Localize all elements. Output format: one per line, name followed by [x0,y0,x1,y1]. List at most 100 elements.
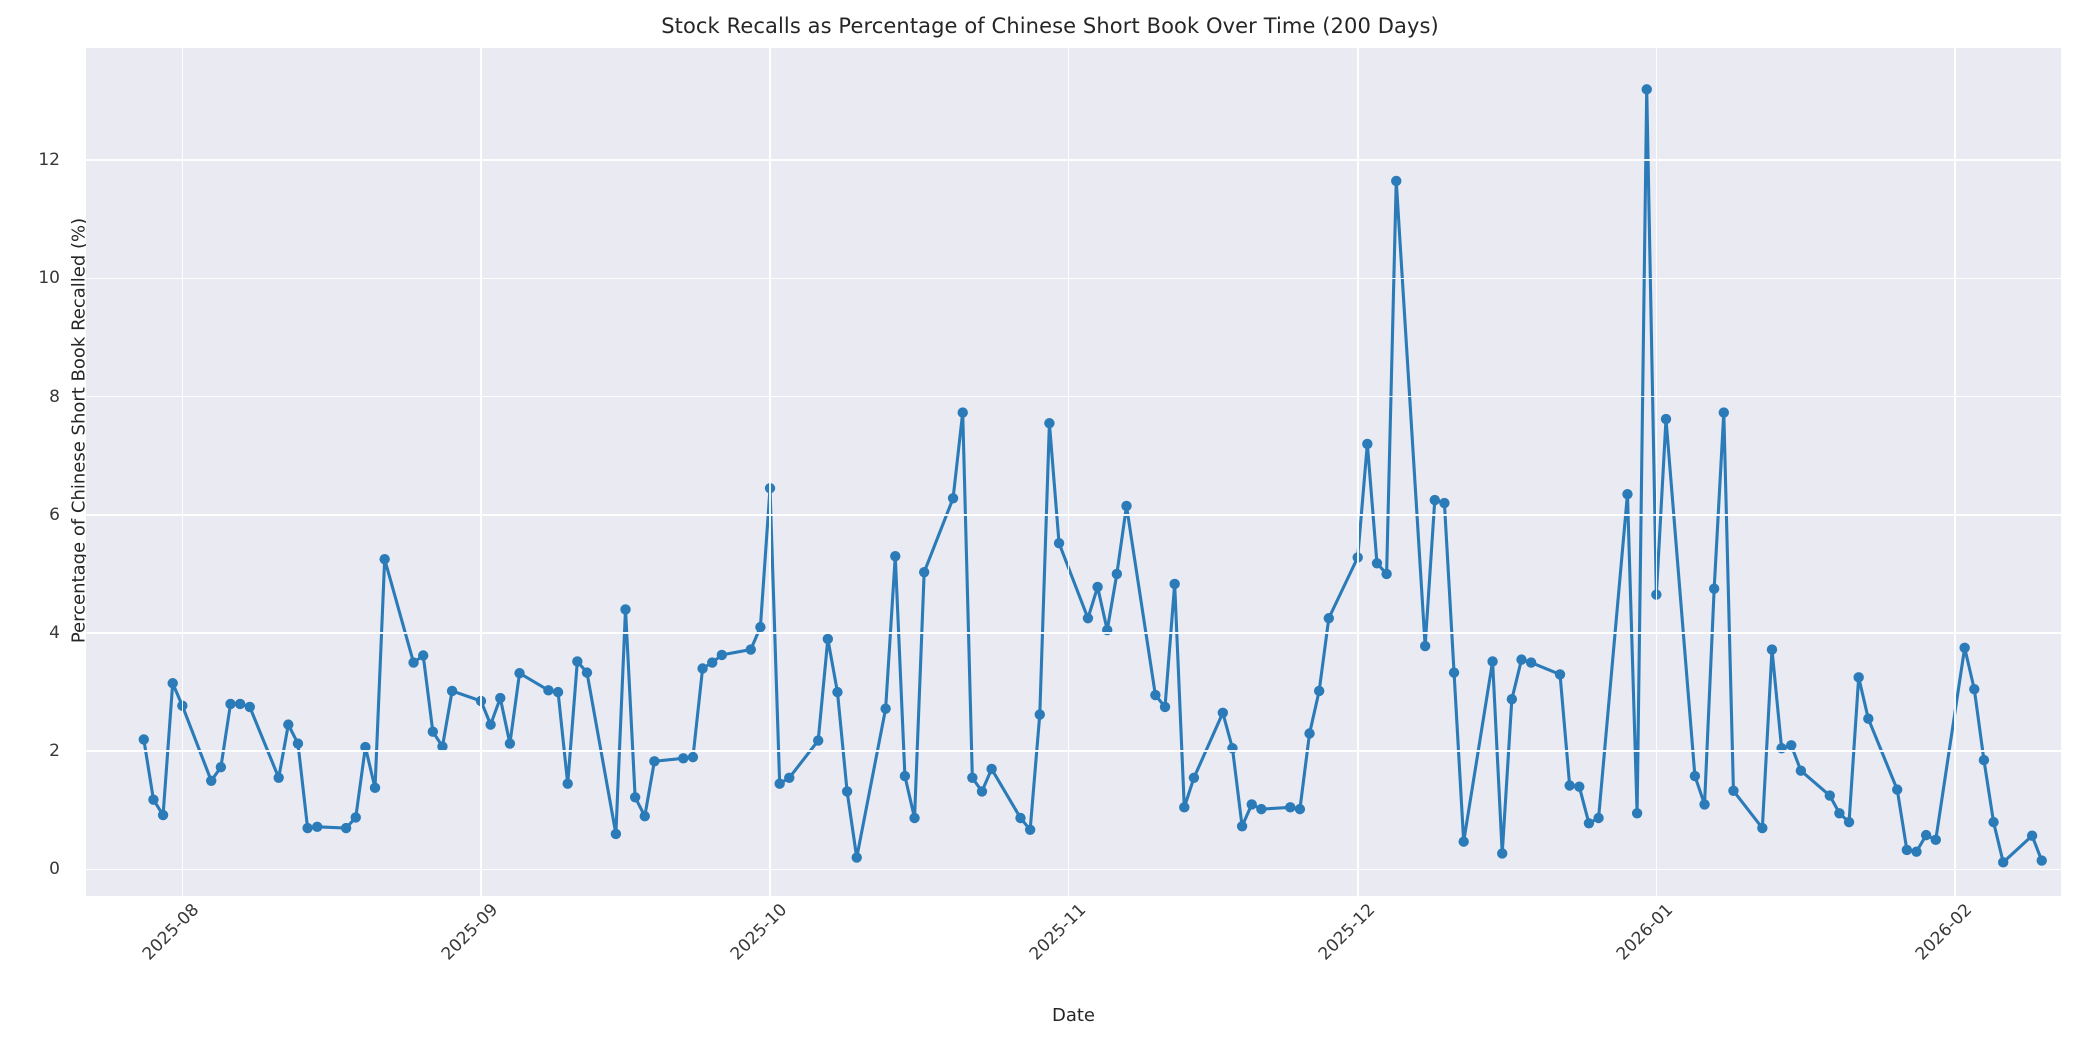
data-point-marker [244,701,255,713]
y-axis-tick: 6 [49,504,60,525]
data-point-marker [1448,667,1460,678]
data-point-marker [890,551,901,562]
gridline-horizontal [86,632,2061,634]
data-point-marker [1044,418,1055,429]
data-point-marker [1371,558,1383,569]
data-point-marker [495,692,506,704]
data-point-marker [899,770,911,782]
data-point-marker [1391,175,1402,187]
data-point-marker [1766,644,1778,655]
data-point-marker [273,772,284,784]
data-point-marker [312,821,323,833]
data-point-marker [215,761,227,773]
data-point-marker [1015,812,1026,824]
y-axis-tick: 10 [38,268,60,289]
data-point-marker [1525,657,1537,668]
data-point-marker [1843,816,1855,828]
line-series-svg [138,84,2047,868]
x-axis-tick: 2025-12 [1314,900,1379,965]
data-point-marker [167,678,178,689]
data-point-marker [1159,701,1171,713]
data-point-marker [1217,707,1229,719]
data-point-marker [283,719,294,730]
data-point-marker [1487,656,1498,667]
data-point-marker [148,794,159,805]
data-point-marker [1689,770,1701,782]
data-point-marker [2036,855,2047,866]
gridline-horizontal [86,395,2061,398]
gridline-horizontal [86,868,2061,871]
data-point-marker [687,751,699,763]
data-point-marker [1506,694,1518,705]
data-point-marker [1660,413,1672,425]
data-point-marker [1998,857,2009,868]
data-point-marker [1853,672,1864,683]
data-point-marker [552,686,564,698]
gridline-horizontal [86,750,2061,752]
data-point-marker [1092,581,1103,593]
data-point-marker [1082,613,1094,624]
data-point-marker [1892,784,1903,795]
data-point-marker [1901,844,1913,856]
data-point-marker [581,667,593,678]
x-axis-tick: 2025-11 [1025,900,1090,965]
data-point-marker [369,782,381,794]
gridline-vertical [1356,48,1359,896]
x-axis-tick: 2025-10 [726,900,792,965]
gridline-horizontal [86,159,2061,162]
data-point-marker [822,633,834,645]
gridline-vertical [769,48,771,896]
y-axis-tick: 0 [49,859,60,880]
data-point-marker [1323,613,1335,624]
data-point-marker [1285,802,1296,813]
data-point-marker [1419,640,1431,652]
data-point-marker [707,657,718,668]
data-point-marker [620,604,631,615]
page-title: Stock Recalls as Percentage of Chinese S… [661,14,1439,38]
x-axis-tick: 2025-09 [437,900,503,965]
x-axis-tick-labels: 2025-08 2025-09 2025-10 2025-11 2025-12 2026-… [86,900,2061,1010]
data-point-marker [1188,772,1200,784]
data-point-marker [832,686,843,698]
data-point-marker [427,726,439,737]
data-point-marker [1236,821,1248,832]
data-point-marker [1699,799,1710,810]
data-point-marker [1574,781,1585,792]
data-point-marker [697,663,708,674]
data-point-marker [1246,799,1257,810]
data-point-marker [1959,642,1970,653]
data-point-marker [225,698,236,710]
line-series-markers [138,84,2047,868]
y-axis-tick: 2 [49,741,60,762]
data-point-marker [504,738,516,749]
data-point-marker [485,719,496,730]
data-point-marker [1930,834,1941,846]
gridline-vertical [1067,48,1070,896]
data-point-marker [1150,689,1161,701]
data-point-marker [1294,803,1306,815]
data-point-marker [408,657,419,668]
data-point-marker [1554,669,1566,680]
data-point-marker [562,778,573,789]
data-point-marker [1583,818,1595,829]
data-point-marker [649,756,660,767]
data-point-marker [745,644,756,655]
y-axis-tick: 8 [49,386,60,407]
line-series-path [142,87,2044,864]
y-axis-tick-labels: 0 2 4 6 8 10 12 [0,48,72,896]
data-point-marker [1911,846,1922,857]
data-point-marker [234,698,246,710]
data-point-marker [1708,583,1720,594]
data-point-marker [1362,438,1373,450]
data-point-marker [1834,808,1845,819]
data-point-marker [1718,407,1730,418]
data-point-marker [514,668,525,679]
data-point-marker [437,741,448,752]
data-point-marker [755,621,766,633]
data-point-marker [418,650,429,661]
data-point-marker [947,493,959,504]
data-point-marker [1969,683,1980,695]
data-point-marker [639,811,650,822]
gridline-vertical [1655,48,1658,896]
